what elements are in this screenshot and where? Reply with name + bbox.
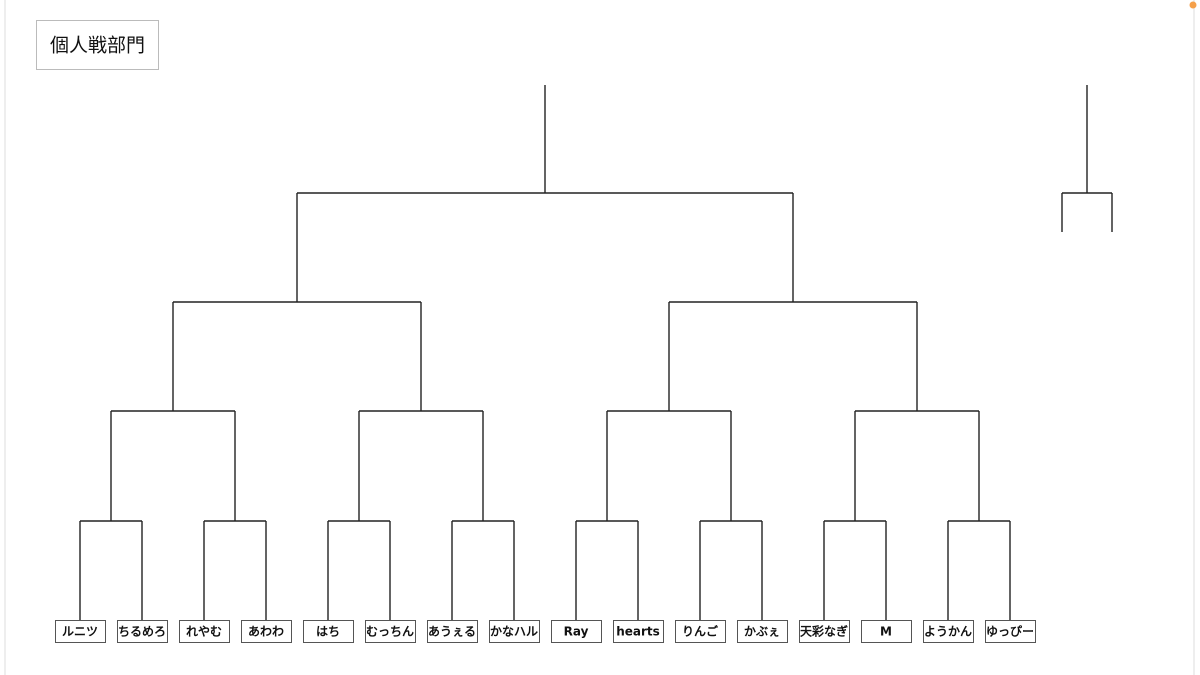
- player-name: 天彩なぎ: [800, 624, 848, 639]
- title-box: [36, 20, 159, 70]
- player-box: [117, 620, 168, 643]
- player-name: かぶぇ: [744, 625, 780, 639]
- player-box: [675, 620, 726, 643]
- player-box: [923, 620, 974, 643]
- player-name: ゆっぴー: [986, 625, 1034, 639]
- player-box: [179, 620, 230, 643]
- player-name: M: [880, 625, 892, 639]
- player-box: [489, 620, 540, 643]
- status-dot: [1189, 1, 1197, 9]
- player-name: Ray: [564, 625, 589, 639]
- player-name: りんご: [682, 624, 719, 639]
- player-box: [427, 620, 478, 643]
- player-name: あうぇる: [428, 625, 476, 639]
- player-box: [737, 620, 788, 643]
- player-name: ルニツ: [62, 625, 98, 639]
- player-name: あわわ: [248, 625, 284, 639]
- player-box: [365, 620, 416, 643]
- player-box: [241, 620, 292, 643]
- title: 個人戦部門: [50, 35, 145, 57]
- player-name: ちるめろ: [118, 625, 166, 639]
- player-name: かなハル: [490, 625, 538, 639]
- player-name: はち: [316, 625, 340, 639]
- player-box: [551, 620, 602, 643]
- player-name: ようかん: [924, 625, 972, 639]
- player-box: [861, 620, 912, 643]
- player-name: むっちん: [366, 625, 414, 639]
- player-name: れやむ: [186, 625, 222, 639]
- player-name: hearts: [616, 625, 660, 639]
- player-box: [303, 620, 354, 643]
- player-box: [613, 620, 664, 643]
- player-box: [799, 620, 850, 643]
- player-box: [985, 620, 1036, 643]
- player-box: [55, 620, 106, 643]
